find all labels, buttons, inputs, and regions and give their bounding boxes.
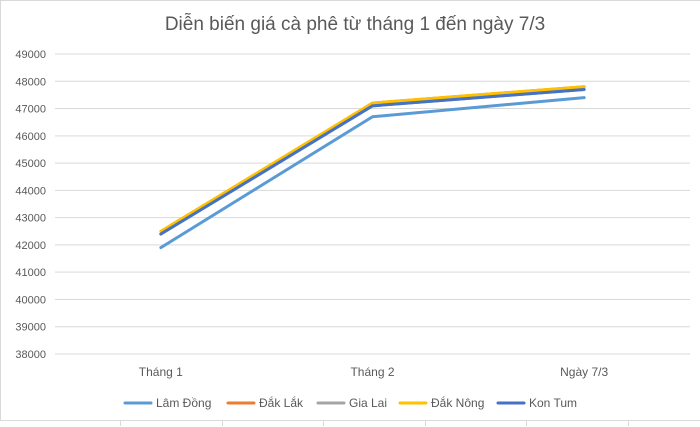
chart-title: Diễn biến giá cà phê từ tháng 1 đến ngày… <box>165 13 545 35</box>
legend-label: Gia Lai <box>349 396 387 410</box>
gridlines <box>55 53 690 355</box>
page-edge-tick <box>628 421 629 426</box>
legend-label: Lâm Đồng <box>156 396 211 410</box>
y-tick-label: 49000 <box>15 49 46 61</box>
y-tick-label: 48000 <box>15 76 46 88</box>
y-tick-label: 40000 <box>15 294 46 306</box>
legend-label: Đắk Nông <box>431 395 484 410</box>
y-tick-label: 43000 <box>15 213 46 225</box>
x-tick-label: Tháng 2 <box>350 365 394 379</box>
y-tick-label: 47000 <box>15 104 46 116</box>
y-tick-label: 39000 <box>15 322 46 334</box>
page-bottom-edge <box>0 420 700 427</box>
y-tick-label: 46000 <box>15 131 46 143</box>
legend: Lâm Đồng Đắk Lắk Gia Lai Đắk Nông Kon Tum <box>123 395 577 410</box>
page-edge-tick <box>526 421 527 426</box>
page-edge-tick <box>323 421 324 426</box>
x-axis-tick-labels: Tháng 1 Tháng 2 Ngày 7/3 <box>139 365 609 379</box>
series-line-4 <box>159 85 586 233</box>
legend-label: Đắk Lắk <box>259 395 304 410</box>
series-line-3 <box>159 87 586 236</box>
legend-label: Kon Tum <box>529 396 577 410</box>
page-edge-tick <box>425 421 426 426</box>
x-tick-label: Tháng 1 <box>139 365 183 379</box>
page-edge-tick <box>120 421 121 426</box>
series-lines <box>159 85 586 250</box>
page-edge-tick <box>222 421 223 426</box>
y-tick-label: 41000 <box>15 267 46 279</box>
x-tick-label: Ngày 7/3 <box>560 365 608 379</box>
y-tick-label: 38000 <box>15 349 46 361</box>
y-tick-label: 45000 <box>15 158 46 170</box>
series-line-5 <box>159 87 586 236</box>
y-tick-label: 44000 <box>15 185 46 197</box>
y-tick-label: 42000 <box>15 240 46 252</box>
series-line-1 <box>159 96 586 250</box>
y-axis-tick-labels: 38000 39000 40000 41000 42000 43000 44000 45000… <box>15 49 46 361</box>
